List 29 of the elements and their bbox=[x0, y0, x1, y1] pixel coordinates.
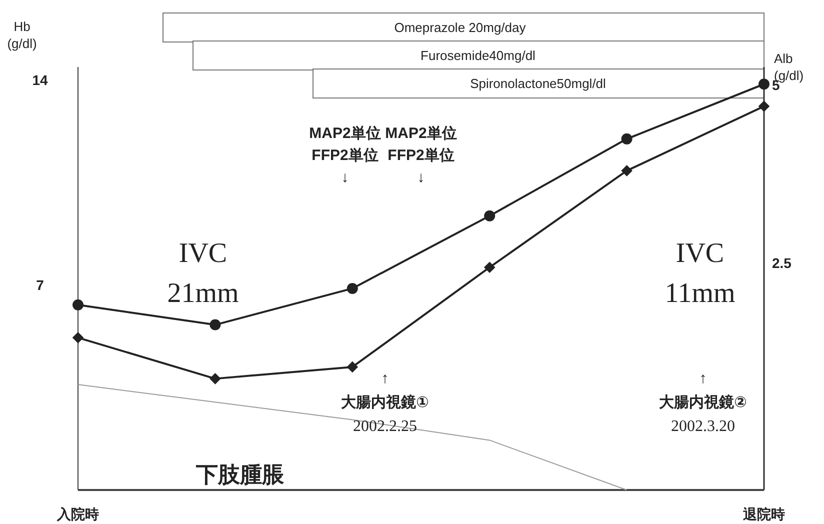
text: Omeprazole 20mg/day bbox=[394, 20, 526, 35]
point bbox=[346, 282, 358, 294]
annotation: MAP2単位 FFP2単位 ↓ bbox=[309, 125, 381, 186]
point bbox=[210, 319, 221, 330]
point bbox=[621, 165, 632, 176]
point bbox=[484, 210, 496, 222]
point bbox=[484, 262, 496, 274]
annotation: 下肢腫脹 bbox=[195, 462, 285, 487]
annotation: ↑ 大腸内視鏡① 2002.2.25 bbox=[341, 370, 429, 435]
point bbox=[758, 100, 770, 112]
point bbox=[346, 361, 358, 373]
point bbox=[758, 78, 770, 90]
x-tick-label: 入院時 bbox=[56, 506, 99, 522]
y-tick-label: 7 bbox=[36, 276, 44, 293]
annotation: ↑ 大腸内視鏡② 2002.3.20 bbox=[659, 370, 747, 435]
y2-tick-label: 2.5 bbox=[772, 255, 792, 272]
point bbox=[72, 299, 84, 310]
point bbox=[621, 133, 632, 144]
point bbox=[72, 332, 84, 344]
y-axis-title: Hb (g/dl) bbox=[7, 19, 37, 51]
text: Furosemide40mg/dl bbox=[420, 48, 536, 63]
annotation: IVC 11mm bbox=[664, 238, 736, 309]
annotation: MAP2単位 FFP2単位 ↓ bbox=[385, 125, 457, 186]
y-tick-label: 14 bbox=[32, 72, 48, 88]
x-tick-label: 退院時 bbox=[742, 506, 785, 522]
annotation: Spironolactone50mgl/dl bbox=[470, 76, 606, 91]
annotation: IVC 21mm bbox=[167, 238, 239, 309]
point bbox=[210, 373, 221, 384]
line-series bbox=[78, 384, 628, 490]
